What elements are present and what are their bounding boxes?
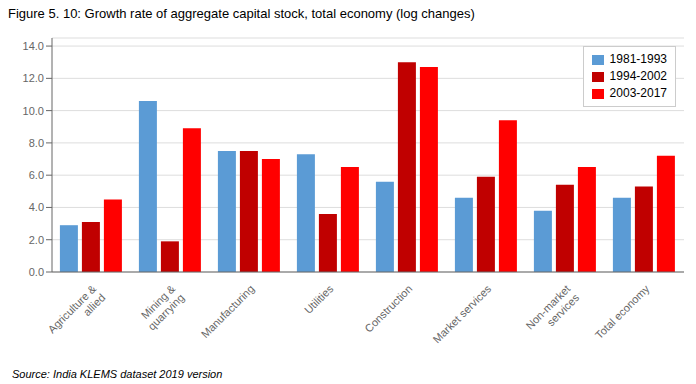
svg-text:Total economy: Total economy (593, 282, 652, 341)
svg-text:14.0: 14.0 (23, 40, 44, 52)
html-text:1981-1993: 1981-1993 (609, 52, 667, 66)
html-text:Source: India KLEMS dataset 20: Source: India KLEMS dataset 2019 version (12, 368, 223, 380)
svg-text:0.0: 0.0 (29, 266, 44, 278)
svg-text:Market services: Market services (430, 282, 493, 345)
html-text:2003-2017: 2003-2017 (609, 86, 667, 100)
svg-text:Agriculture &allied: Agriculture &allied (45, 282, 107, 344)
svg-text:Manufacturing: Manufacturing (199, 282, 257, 340)
svg-text:2.0: 2.0 (29, 234, 44, 246)
svg-text:6.0: 6.0 (29, 169, 44, 181)
svg-text:Utilities: Utilities (302, 282, 336, 316)
svg-text:Mining &quarrying: Mining &quarrying (137, 282, 187, 332)
html-text:1994-2002: 1994-2002 (609, 69, 667, 83)
svg-text:4.0: 4.0 (29, 201, 44, 213)
svg-text:Construction: Construction (362, 282, 414, 334)
svg-text:12.0: 12.0 (23, 72, 44, 84)
html-text:Figure 5. 10: Growth rate of a: Figure 5. 10: Growth rate of aggregate c… (8, 6, 475, 21)
svg-text:10.0: 10.0 (23, 105, 44, 117)
svg-text:Non-marketservices: Non-marketservices (523, 282, 581, 340)
svg-text:8.0: 8.0 (29, 137, 44, 149)
